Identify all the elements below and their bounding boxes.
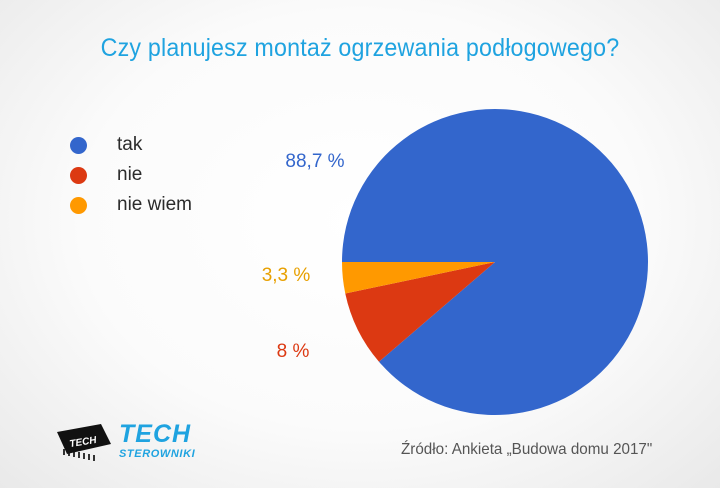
pie-slice-nie [345,262,495,362]
chip-text: TECH [69,435,98,450]
legend-dot-icon [70,166,87,184]
pie-slice-nie-wiem [342,262,495,294]
legend-dot-icon [70,136,87,154]
legend-item-tak: tak [70,130,192,160]
legend-item-nie: nie [70,160,192,190]
data-label-nie-wiem: 3,3 % [262,265,311,286]
logo-brand: TECH [119,420,192,448]
chart-title: Czy planujesz montaż ogrzewania podłogow… [100,34,620,62]
logo-subtitle: STEROWNIKI [119,448,196,460]
legend-dot-icon [70,196,87,214]
legend: tak nie nie wiem [70,130,192,220]
legend-item-nie-wiem: nie wiem [70,190,192,220]
data-label-tak: 88,7 % [285,151,344,172]
legend-label: tak [117,134,143,155]
chip-icon: TECH [57,424,111,461]
legend-label: nie wiem [117,194,192,215]
data-label-nie: 8 % [277,341,310,362]
logo-text: TECH STEROWNIKI [119,422,195,460]
tech-logo: TECH TECH STEROWNIKI [55,422,215,462]
source-note: Źródło: Ankieta „Budowa domu 2017" [401,441,653,458]
legend-label: nie [117,164,143,185]
